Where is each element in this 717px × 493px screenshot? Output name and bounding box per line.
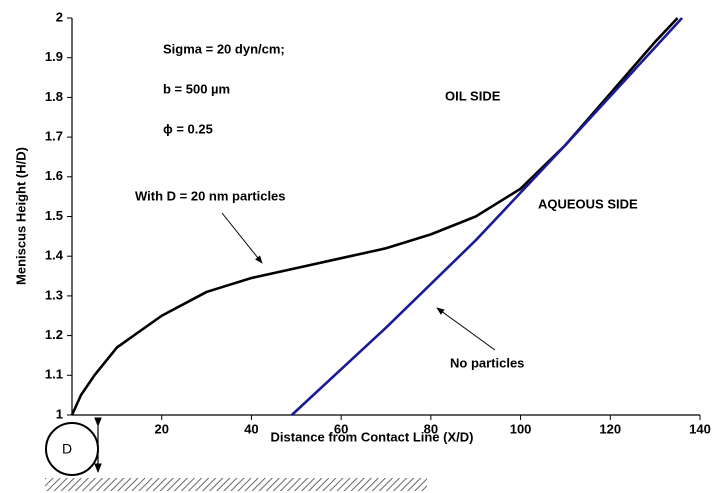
x-tick-label: 120 [599, 421, 621, 436]
y-tick-label: 1.5 [45, 208, 63, 223]
annotation: Sigma = 20 dyn/cm; [163, 41, 285, 56]
diameter-label: D [62, 441, 72, 457]
x-tick-label: 20 [154, 421, 168, 436]
y-tick-label: 1.3 [45, 287, 63, 302]
y-tick-label: 1.9 [45, 49, 63, 64]
x-tick-label: 140 [689, 421, 711, 436]
series-label: With D = 20 nm particles [135, 188, 286, 203]
y-tick-label: 1.8 [45, 89, 63, 104]
y-axis-label: Meniscus Height (H/D) [13, 147, 28, 285]
annotation: ϕ = 0.25 [163, 121, 213, 136]
series-line [70, 17, 679, 416]
annotation-arrow [436, 307, 496, 351]
y-tick-label: 1.2 [45, 327, 63, 342]
y-tick-label: 1.1 [45, 367, 63, 382]
x-tick-label: 80 [424, 421, 438, 436]
x-axis-label: Distance from Contact Line (X/D) [271, 429, 474, 444]
annotation-arrow [221, 212, 263, 264]
y-tick-label: 1.6 [45, 168, 63, 183]
y-tick-label: 1.4 [45, 248, 64, 263]
y-tick-label: 1 [56, 406, 63, 421]
series-label: No particles [450, 355, 524, 370]
x-tick-label: 40 [244, 421, 258, 436]
y-tick-label: 2 [56, 9, 63, 24]
series-line [290, 17, 684, 416]
annotation: b = 500 µm [163, 81, 230, 96]
annotation: AQUEOUS SIDE [538, 196, 638, 211]
x-tick-label: 60 [334, 421, 348, 436]
substrate [45, 478, 427, 491]
y-tick-label: 1.7 [45, 129, 63, 144]
annotation: OIL SIDE [445, 88, 501, 103]
x-tick-label: 100 [510, 421, 532, 436]
